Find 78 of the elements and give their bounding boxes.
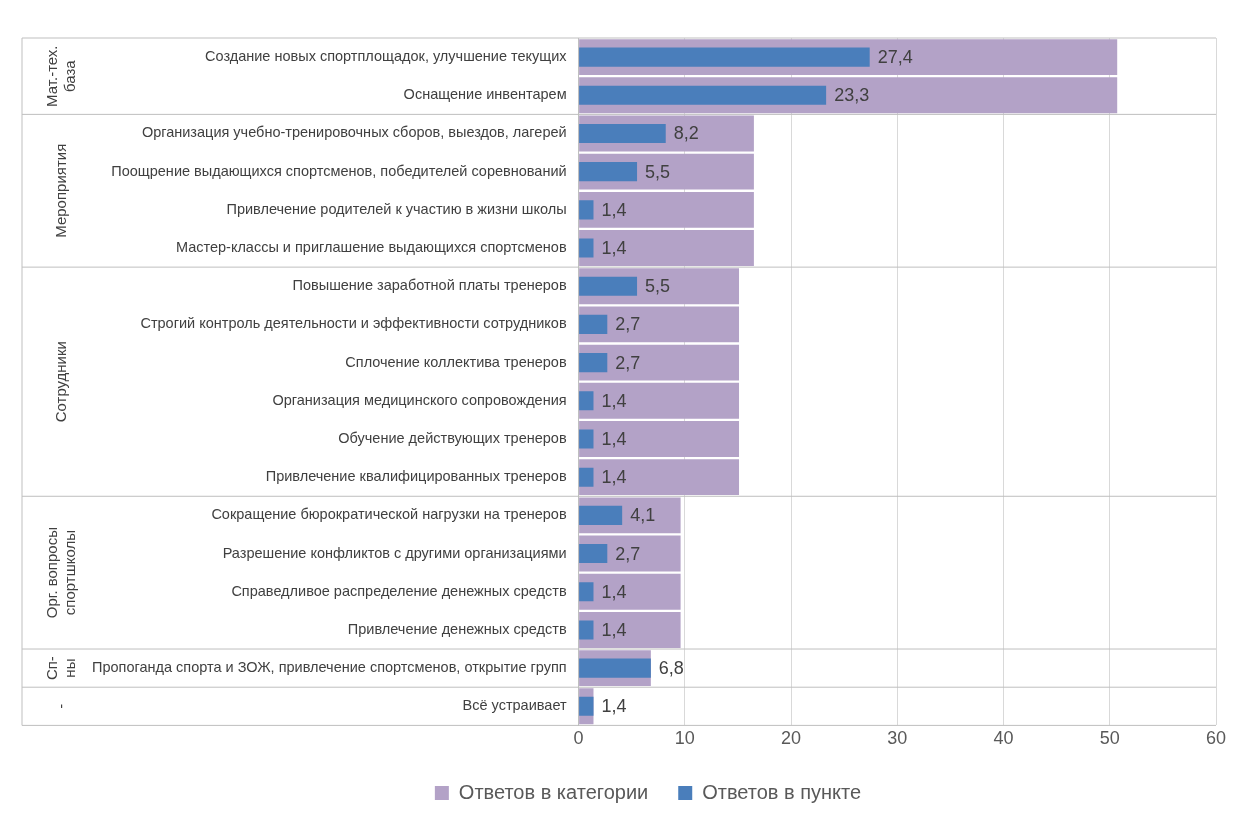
data-label: 1,4 bbox=[601, 581, 627, 602]
bar bbox=[579, 238, 594, 258]
data-label: 1,4 bbox=[601, 467, 627, 488]
data-label: 6,8 bbox=[658, 658, 684, 679]
bar bbox=[579, 230, 754, 266]
bar bbox=[579, 611, 681, 648]
bar bbox=[579, 582, 594, 602]
bar bbox=[579, 276, 638, 296]
text: Орг. вопросы спортшколы bbox=[43, 527, 79, 619]
x-tick-label: 60 bbox=[1205, 728, 1227, 749]
data-label: 2,7 bbox=[615, 352, 641, 373]
bar bbox=[579, 544, 608, 564]
bar bbox=[579, 467, 594, 487]
data-label: 1,4 bbox=[601, 238, 627, 259]
data-label: 1,4 bbox=[601, 428, 627, 449]
bar bbox=[579, 47, 870, 67]
y-tick-label: Справедливое распределение денежных средств bbox=[231, 582, 567, 599]
bar bbox=[579, 696, 594, 716]
x-tick-label: 50 bbox=[1099, 728, 1120, 749]
data-label: 5,5 bbox=[645, 161, 671, 182]
data-label: 1,4 bbox=[601, 619, 627, 640]
bar bbox=[579, 306, 740, 343]
bar bbox=[579, 382, 740, 419]
bar bbox=[579, 429, 594, 449]
y-tick-label: Создание новых спортплощадок, улучшение текущих bbox=[205, 48, 568, 65]
text: - bbox=[52, 703, 70, 709]
legend-label: Ответов в категории bbox=[458, 780, 649, 803]
y-tick-label: Всё устраивает bbox=[462, 697, 567, 714]
y-tick-label: Мастер-классы и приглашение выдающихся спортсменов bbox=[175, 239, 567, 256]
y-tick-label: Разрешение конфликтов с другими организациями bbox=[222, 544, 567, 561]
bar bbox=[579, 162, 638, 182]
data-label: 1,4 bbox=[601, 696, 627, 717]
x-tick-label: 40 bbox=[993, 728, 1014, 749]
bar bbox=[579, 459, 740, 496]
data-label: 8,2 bbox=[673, 123, 699, 144]
bar bbox=[579, 573, 681, 610]
y-tick-label: Привлечение квалифицированных тренеров bbox=[265, 468, 567, 485]
data-label: 1,4 bbox=[601, 390, 627, 411]
y-tick-label: Обучение действующих тренеров bbox=[338, 429, 567, 446]
bar bbox=[579, 314, 608, 334]
bar bbox=[579, 200, 594, 220]
bar bbox=[579, 191, 754, 228]
data-label: 23,3 bbox=[834, 85, 870, 106]
y-tick-label: Оснащение инвентарем bbox=[403, 86, 567, 103]
data-label: 5,5 bbox=[645, 276, 671, 297]
bar bbox=[579, 391, 594, 411]
y-tick-label: Организация учебно-тренировочных сборов, выездов, лагерей bbox=[141, 124, 567, 141]
bar bbox=[579, 85, 827, 105]
y-tick-label: Пропоганда спорта и ЗОЖ, привлечение спортсменов, открытие групп bbox=[92, 659, 567, 676]
x-tick-label: 10 bbox=[674, 728, 695, 749]
y-tick-label: Сокращение бюрократической нагрузки на тренеров bbox=[211, 506, 567, 523]
y-tick-label: Организация медицинского сопровождения bbox=[272, 391, 567, 408]
text: Сотрудники bbox=[52, 341, 70, 423]
bar bbox=[579, 421, 740, 457]
data-label: 27,4 bbox=[877, 47, 913, 68]
x-tick-label: 20 bbox=[781, 728, 802, 749]
bar bbox=[579, 620, 594, 640]
text: Сп- ны bbox=[43, 656, 79, 681]
y-tick-label: Строгий контроль деятельности и эффективности сотрудников bbox=[140, 315, 567, 332]
bar bbox=[579, 505, 623, 525]
text: Мероприятия bbox=[52, 143, 70, 238]
data-label: 2,7 bbox=[615, 543, 641, 564]
legend-label: Ответов в пункте bbox=[702, 780, 862, 803]
y-tick-label: Сплочение коллектива тренеров bbox=[345, 353, 567, 370]
bar bbox=[579, 353, 608, 373]
x-tick-label: 30 bbox=[887, 728, 908, 749]
bar bbox=[579, 344, 740, 381]
text: Мат.-тех. база bbox=[43, 45, 79, 107]
y-tick-label: Привлечение денежных средств bbox=[347, 620, 567, 637]
data-label: 4,1 bbox=[630, 505, 656, 526]
data-label: 1,4 bbox=[601, 199, 627, 220]
bar bbox=[579, 123, 666, 144]
y-tick-label: Повышение заработной платы тренеров bbox=[292, 277, 567, 294]
y-tick-label: Привлечение родителей к участию в жизни школы bbox=[226, 200, 567, 217]
x-tick-label: 0 bbox=[573, 728, 584, 749]
y-tick-label: Поощрение выдающихся спортсменов, победителей соревнований bbox=[111, 162, 567, 179]
data-label: 2,7 bbox=[615, 314, 641, 335]
bar bbox=[579, 658, 651, 678]
